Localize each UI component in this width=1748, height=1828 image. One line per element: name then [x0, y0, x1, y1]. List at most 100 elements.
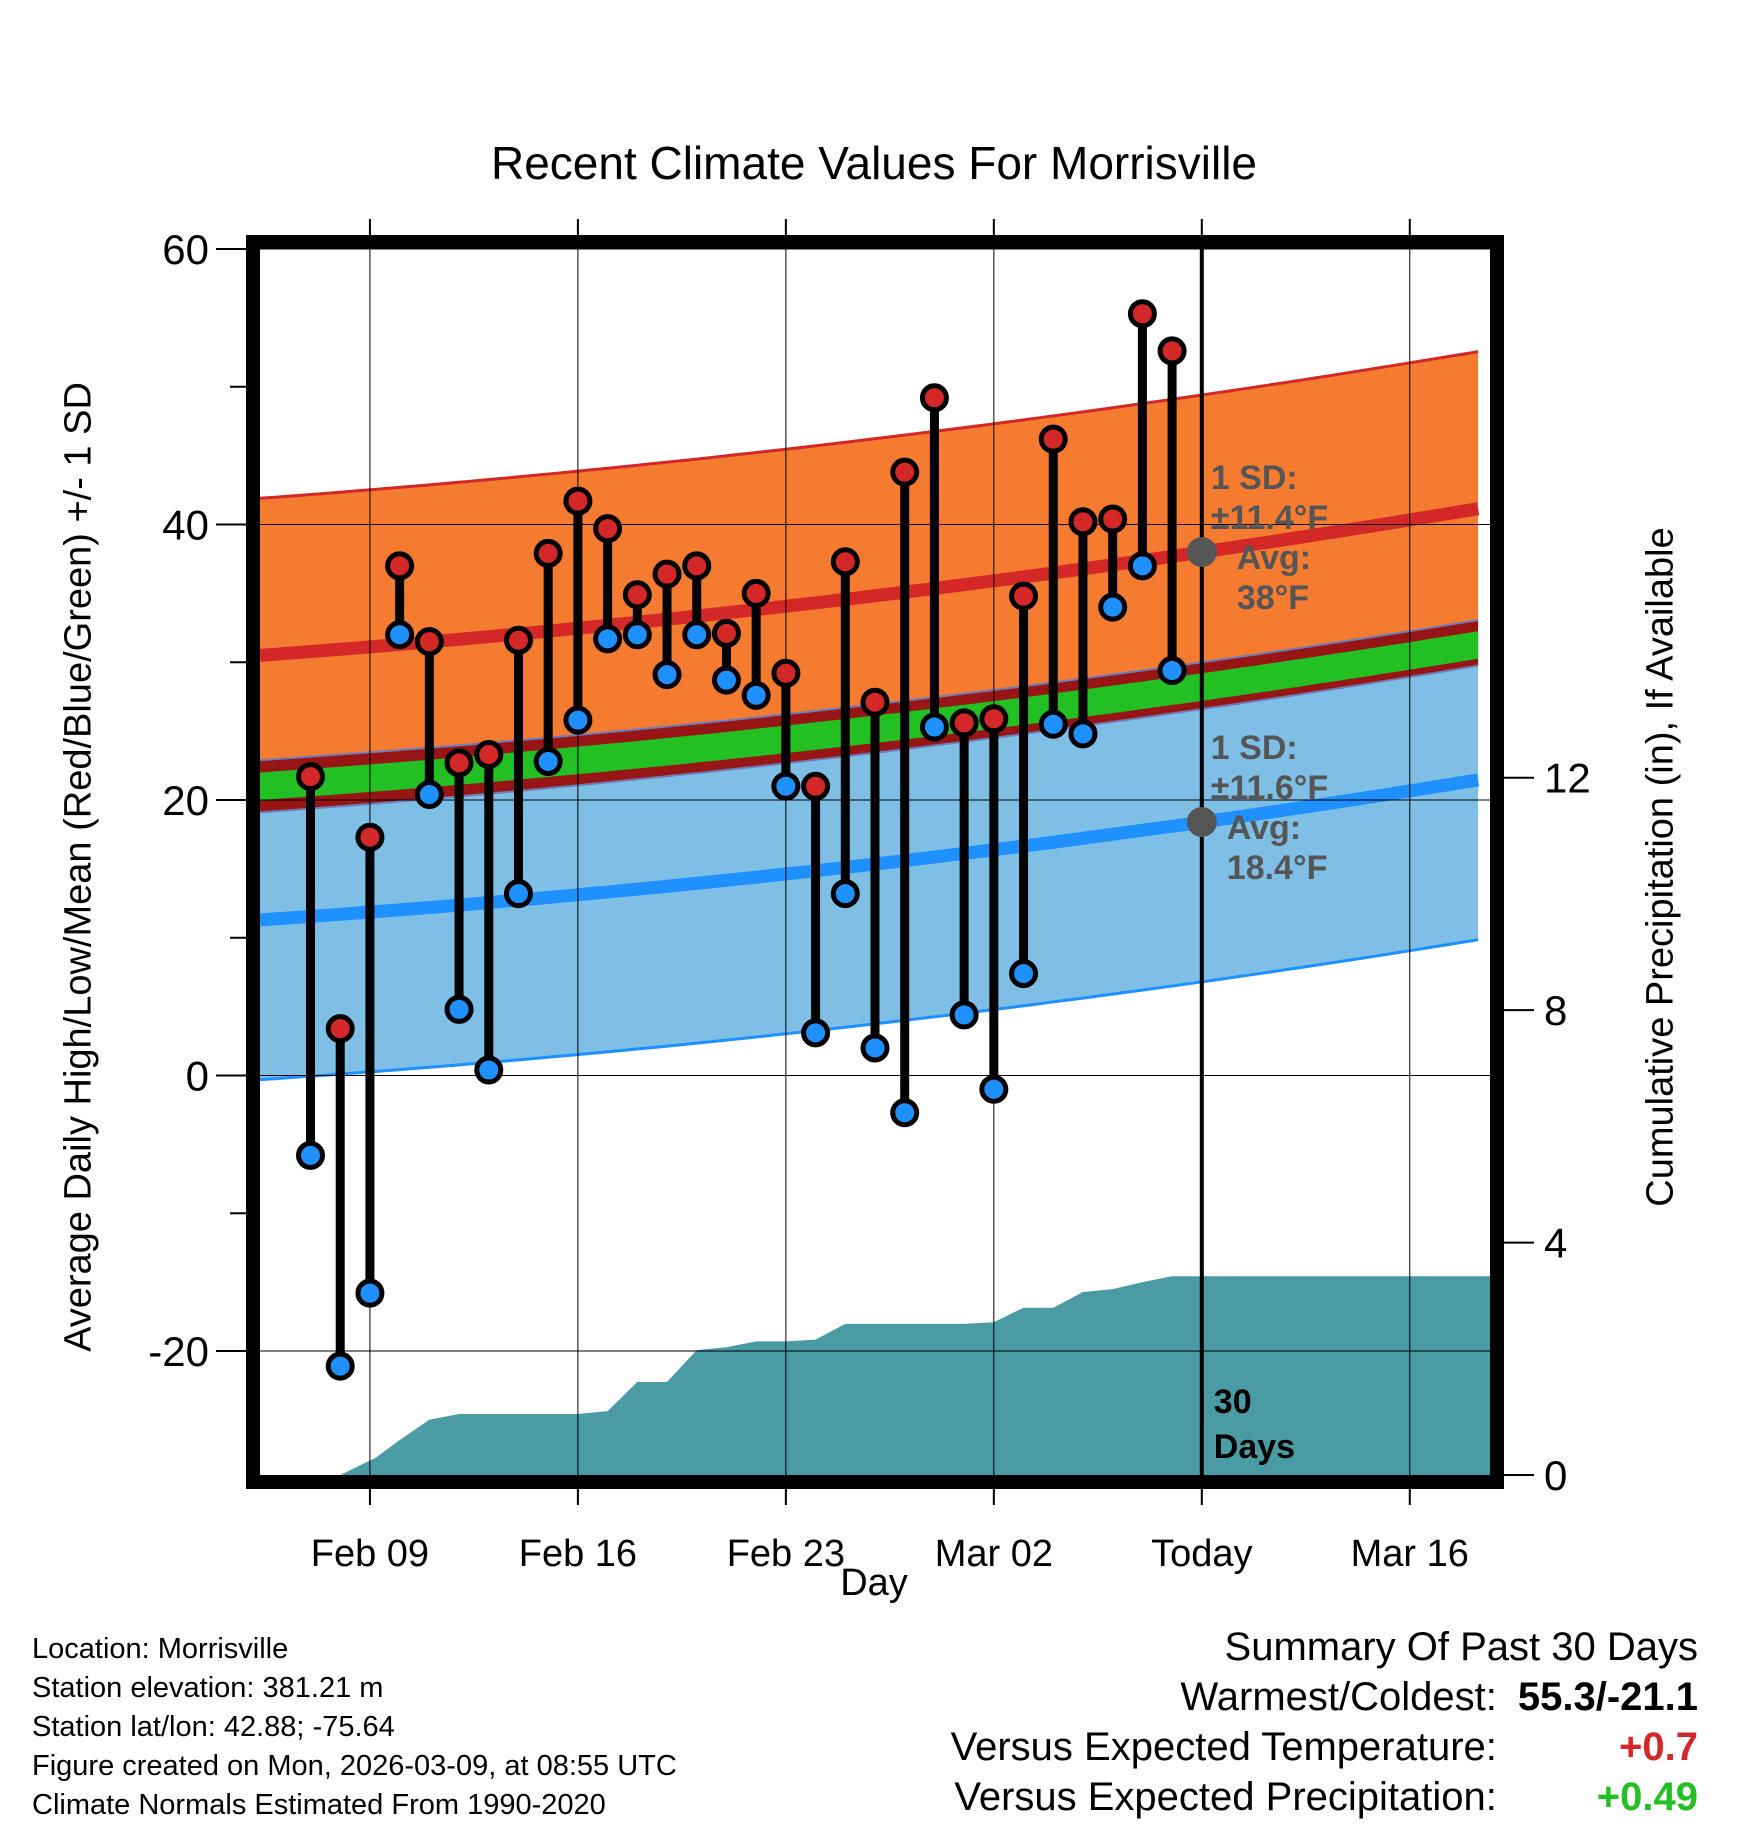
- high-avg-value: 38°F: [1237, 579, 1309, 617]
- low-sd-label: 1 SD:: [1211, 729, 1298, 767]
- high-point: [830, 547, 860, 577]
- plot-area: [260, 249, 1490, 1475]
- high-sd-label: 1 SD:: [1211, 459, 1298, 497]
- high-point: [533, 538, 563, 568]
- right-tick-label: 8: [1544, 987, 1567, 1034]
- high-point: [1068, 507, 1098, 537]
- left-tick-label: 60: [162, 226, 209, 273]
- summary-temp-row: Versus Expected Temperature: +0.7: [951, 1722, 1698, 1772]
- x-tick-label: Feb 23: [727, 1533, 845, 1575]
- low-point: [325, 1351, 355, 1381]
- low-point: [741, 680, 771, 710]
- station-metadata: Location: Morrisville Station elevation:…: [32, 1630, 677, 1825]
- low-avg-value: 18.4°F: [1227, 849, 1328, 887]
- precip-value: +0.49: [1596, 1775, 1698, 1819]
- normal-high-today-dot: [1186, 537, 1217, 568]
- x-tick-label: Mar 02: [935, 1533, 1053, 1575]
- warmest-value: 55.3/-21.1: [1517, 1675, 1698, 1719]
- low-sd-value: ±11.6°F: [1211, 769, 1328, 807]
- x-tick-label: Mar 16: [1351, 1533, 1469, 1575]
- low-point: [622, 620, 652, 650]
- low-point: [593, 624, 623, 654]
- high-point: [919, 383, 949, 413]
- high-point: [325, 1014, 355, 1044]
- low-point: [1038, 709, 1068, 739]
- summary-heading: Summary Of Past 30 Days: [1224, 1625, 1698, 1669]
- plot-frame: [246, 235, 1504, 1489]
- low-point: [355, 1278, 385, 1308]
- low-point: [682, 620, 712, 650]
- summary-precip-row: Versus Expected Precipitation: +0.49: [951, 1772, 1698, 1822]
- low-point: [385, 620, 415, 650]
- high-point: [503, 625, 533, 655]
- high-point: [1009, 581, 1039, 611]
- x-tick-label: Today: [1151, 1533, 1252, 1575]
- high-point: [414, 627, 444, 657]
- high-point: [622, 580, 652, 610]
- high-point: [1038, 424, 1068, 454]
- right-tick-label: 0: [1544, 1452, 1567, 1499]
- high-sd-value: ±11.4°F: [1211, 499, 1328, 537]
- normals-text: Climate Normals Estimated From 1990-2020: [32, 1789, 606, 1821]
- high-point: [1098, 504, 1128, 534]
- low-point: [1157, 656, 1187, 686]
- high-point: [474, 740, 504, 770]
- x-tick-label: Feb 16: [519, 1533, 637, 1575]
- high-point: [1157, 336, 1187, 366]
- elevation-text: Station elevation: 381.21 m: [32, 1672, 384, 1704]
- high-point: [890, 457, 920, 487]
- location-text: Location: Morrisville: [32, 1633, 289, 1665]
- normal-low-today-dot: [1186, 807, 1217, 838]
- temp-label: Versus Expected Temperature:: [950, 1725, 1497, 1769]
- left-tick-label: 20: [162, 777, 209, 824]
- low-sd-band: [260, 620, 1479, 1080]
- high-point: [593, 514, 623, 544]
- high-point: [741, 578, 771, 608]
- left-tick-label: -20: [148, 1328, 209, 1375]
- high-point: [385, 551, 415, 581]
- days-label-text: Days: [1214, 1428, 1295, 1466]
- summary-warmest-row: Warmest/Coldest: 55.3/-21.1: [951, 1672, 1699, 1722]
- high-point: [296, 762, 326, 792]
- low-point: [771, 771, 801, 801]
- low-point: [711, 665, 741, 695]
- mean-sd-band: [260, 631, 1479, 800]
- low-point: [1009, 959, 1039, 989]
- high-point: [949, 708, 979, 738]
- high-avg-label: Avg:: [1237, 539, 1311, 577]
- high-point: [860, 687, 890, 717]
- high-point: [771, 658, 801, 688]
- high-point: [355, 822, 385, 852]
- low-lower-line: [260, 938, 1479, 1082]
- low-point: [890, 1098, 920, 1128]
- latlon-text: Station lat/lon: 42.88; -75.64: [32, 1711, 395, 1743]
- low-point: [444, 994, 474, 1024]
- high-point: [711, 618, 741, 648]
- low-point: [563, 705, 593, 735]
- high-point: [801, 771, 831, 801]
- high-point: [444, 748, 474, 778]
- low-point: [474, 1055, 504, 1085]
- left-tick-label: 40: [162, 502, 209, 549]
- low-point: [296, 1140, 326, 1170]
- high-point: [563, 486, 593, 516]
- low-point: [503, 879, 533, 909]
- x-axis-label: Day: [840, 1562, 908, 1604]
- low-point: [979, 1074, 1009, 1104]
- high-point: [682, 551, 712, 581]
- low-point: [1068, 719, 1098, 749]
- precip-area: [283, 1276, 1490, 1475]
- low-point: [801, 1018, 831, 1048]
- low-point: [860, 1033, 890, 1063]
- high-point: [1127, 299, 1157, 329]
- summary-panel: Summary Of Past 30 Days Warmest/Coldest:…: [951, 1622, 1698, 1822]
- temp-value: +0.7: [1619, 1725, 1698, 1769]
- low-point: [919, 712, 949, 742]
- high-point: [979, 704, 1009, 734]
- low-point: [533, 746, 563, 776]
- normal-high-line: [260, 502, 1480, 662]
- low-point: [414, 780, 444, 810]
- right-tick-label: 12: [1544, 755, 1591, 802]
